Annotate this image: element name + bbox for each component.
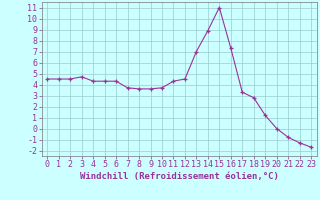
- X-axis label: Windchill (Refroidissement éolien,°C): Windchill (Refroidissement éolien,°C): [80, 172, 279, 181]
